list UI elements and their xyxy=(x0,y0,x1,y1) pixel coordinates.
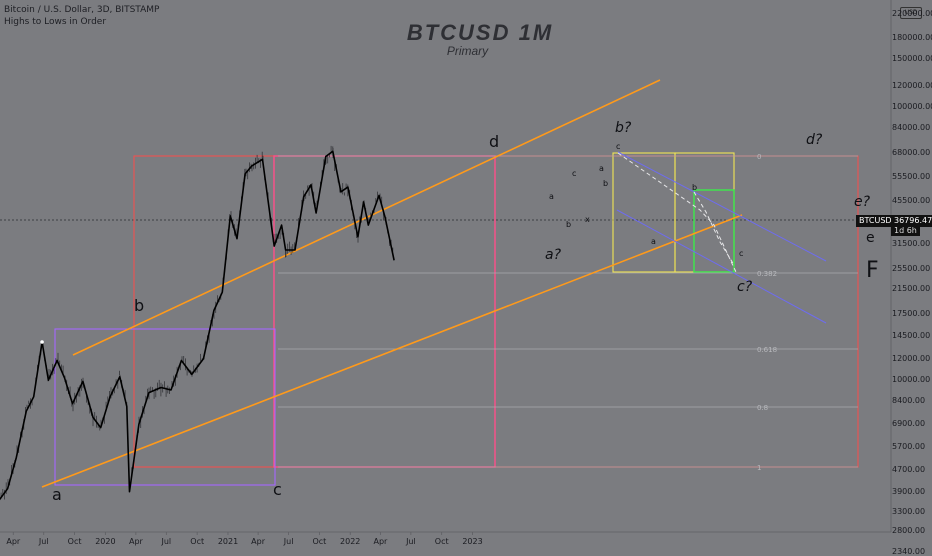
currency-badge[interactable]: USD xyxy=(900,7,922,19)
time-tick-label: 2021 xyxy=(217,537,239,546)
time-tick-label: Jul xyxy=(406,537,416,546)
wave-label-c: c xyxy=(273,480,282,499)
time-tick-label: Apr xyxy=(373,537,388,546)
minor-label-c2: c xyxy=(616,142,621,151)
yellow-box-2 xyxy=(674,152,735,273)
projection-path-2 xyxy=(693,191,735,266)
minor-label-c: c xyxy=(572,169,577,178)
time-tick-label: Oct xyxy=(434,537,449,546)
wave-label-a-question: a? xyxy=(545,247,562,263)
symbol-line: Bitcoin / U.S. Dollar, 3D, BITSTAMP xyxy=(4,5,160,15)
minor-label-x: x xyxy=(585,215,590,224)
price-tick-label: 3300.00 xyxy=(892,506,926,516)
time-tick-label: Apr xyxy=(251,537,266,546)
time-tick-label: Jul xyxy=(283,537,294,546)
fib-label: 0 xyxy=(757,153,761,161)
indicator-label: Highs to Lows in Order xyxy=(4,17,107,27)
time-tick-label: Oct xyxy=(67,537,82,546)
symbol-badge: BTCUSD xyxy=(856,215,895,227)
time-tick-label: Jul xyxy=(38,537,49,546)
minor-label-b: b xyxy=(566,220,572,229)
swing-point-b xyxy=(40,340,44,344)
fib-label: 0.618 xyxy=(757,346,777,354)
wave-label-e: e xyxy=(866,230,875,246)
chart-subtitle: Primary xyxy=(446,44,489,58)
time-tick-label: Oct xyxy=(190,537,205,546)
price-tick-label: 100000.00 xyxy=(892,102,932,112)
last-price-badge: 36796.47 xyxy=(891,215,932,227)
price-tick-label: 8400.00 xyxy=(892,395,926,405)
minor-label-b3: b xyxy=(692,183,698,192)
price-tick-label: 2340.00 xyxy=(892,547,926,556)
green-box xyxy=(693,189,735,273)
price-tick-label: 45500.00 xyxy=(892,195,931,205)
price-tick-label: 150000.00 xyxy=(892,54,932,64)
countdown-badge: 1d 6h xyxy=(891,226,920,236)
fib-label: 0.8 xyxy=(757,404,768,412)
price-tick-label: 17500.00 xyxy=(892,308,931,318)
blue-channel-lower xyxy=(616,209,827,324)
price-tick-label: 2800.00 xyxy=(892,526,926,535)
wave-label-d: d xyxy=(489,132,500,151)
time-tick-label: Apr xyxy=(6,537,21,546)
chart-title: BTCUSD 1M xyxy=(406,20,554,45)
price-tick-label: 68000.00 xyxy=(892,148,931,157)
wave-label-a: a xyxy=(52,485,62,504)
minor-label-a3: a xyxy=(651,237,656,246)
fib-label: 0.382 xyxy=(757,270,777,278)
wave-label-F: F xyxy=(866,258,879,283)
minor-label-a2: a xyxy=(599,164,604,173)
projection-path-1 xyxy=(617,152,737,273)
price-tick-label: 84000.00 xyxy=(892,123,931,132)
pink-box xyxy=(273,155,496,468)
wave-label-b: b xyxy=(134,296,145,315)
time-tick-label: 2020 xyxy=(95,537,116,546)
price-series-line xyxy=(0,150,395,501)
price-tick-label: 220000.00 xyxy=(892,8,932,18)
price-tick-label: 4700.00 xyxy=(892,464,926,474)
price-tick-label: 31500.00 xyxy=(892,239,931,249)
minor-label-a: a xyxy=(549,192,554,201)
time-tick-label: Jul xyxy=(161,537,172,546)
price-tick-label: 21500.00 xyxy=(892,284,931,294)
time-tick-label: Oct xyxy=(312,537,327,546)
red-box xyxy=(133,155,859,468)
price-tick-label: 5700.00 xyxy=(892,441,926,451)
wave-label-b-question: b? xyxy=(615,120,632,136)
minor-label-c3: c xyxy=(739,249,744,258)
fib-label: 1 xyxy=(757,464,761,472)
price-tick-label: 6900.00 xyxy=(892,419,926,429)
price-tick-label: 55500.00 xyxy=(892,172,931,182)
time-tick-label: 2022 xyxy=(340,537,361,546)
time-tick-label: Apr xyxy=(128,537,143,546)
price-tick-label: 12000.00 xyxy=(892,353,931,363)
minor-label-b2: b xyxy=(603,179,609,188)
price-tick-label: 180000.00 xyxy=(892,32,932,42)
price-tick-label: 3900.00 xyxy=(892,486,926,496)
price-tick-label: 14500.00 xyxy=(892,331,931,341)
violet-box xyxy=(54,328,276,486)
wave-label-d-question: d? xyxy=(806,132,823,148)
price-tick-label: 120000.00 xyxy=(892,80,932,90)
price-tick-label: 25500.00 xyxy=(892,264,931,274)
blue-channel-upper xyxy=(617,151,827,262)
lower-channel-line xyxy=(41,214,743,488)
time-tick-label: 2023 xyxy=(462,537,483,546)
wave-label-e-question: e? xyxy=(854,194,871,210)
price-tick-label: 10000.00 xyxy=(892,375,931,385)
price-bars xyxy=(0,145,394,500)
wave-label-c-question: c? xyxy=(737,279,753,295)
